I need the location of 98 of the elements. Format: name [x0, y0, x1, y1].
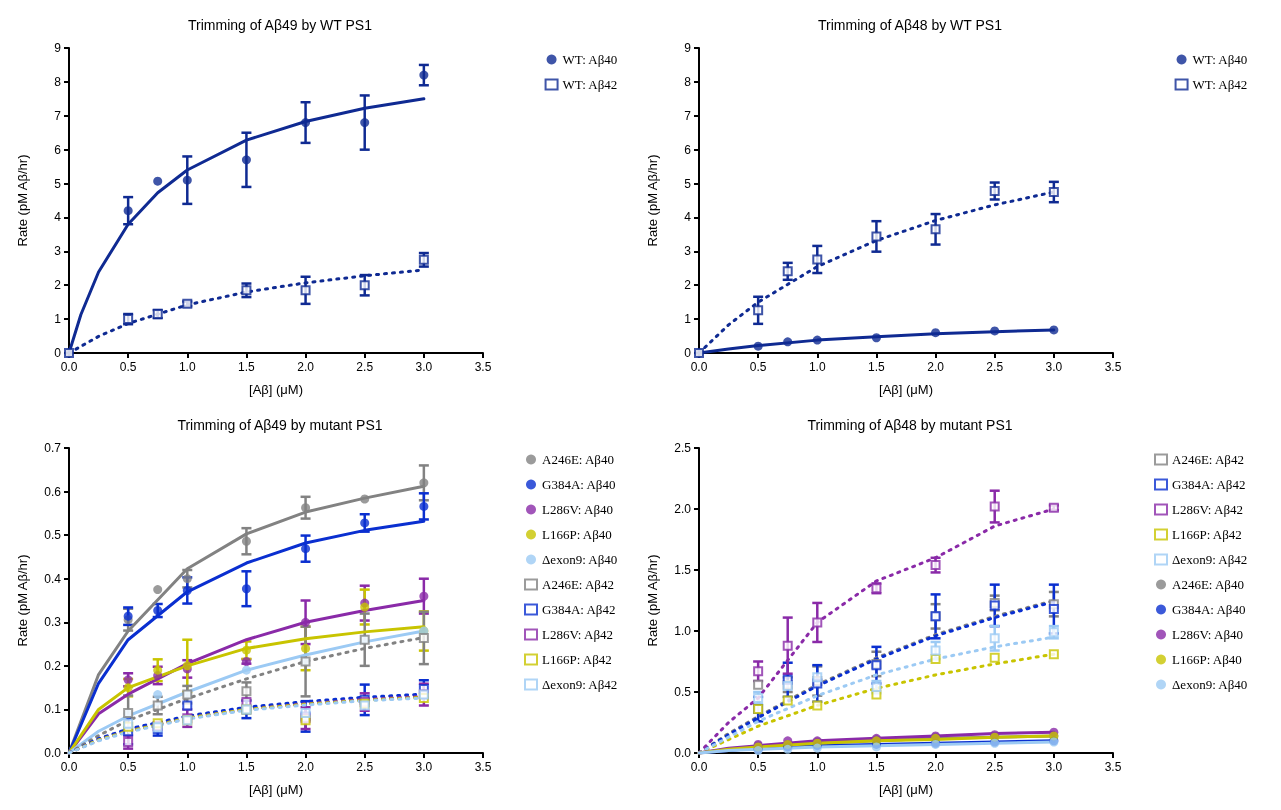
x-tick-label: 1.0 [808, 760, 826, 774]
legend-label: L286V: Aβ40 [542, 502, 614, 517]
legend-label: G384A: Aβ42 [1172, 477, 1246, 492]
legend-label: WT: Aβ40 [562, 52, 618, 67]
y-tick-label: 5 [684, 176, 692, 191]
legend-label: Δexon9: Aβ40 [1172, 677, 1248, 692]
x-tick-label: 0.5 [749, 360, 767, 374]
y-tick-label: 8 [54, 74, 62, 89]
y-tick-label: 0.5 [674, 685, 692, 699]
x-tick-label: 2.0 [297, 360, 315, 374]
y-tick-label: 2.0 [674, 502, 692, 516]
x-axis-title: [Aβ] (μM) [249, 382, 303, 397]
x-tick-label: 1.0 [808, 360, 826, 374]
chart-title: Trimming of Aβ48 by mutant PS1 [807, 417, 1013, 433]
y-tick-label: 6 [54, 142, 62, 157]
x-tick-label: 1.5 [868, 360, 886, 374]
x-tick-label: 3.0 [415, 760, 433, 774]
chart-title: Trimming of Aβ48 by WT PS1 [818, 17, 1003, 33]
y-tick-label: 0.0 [44, 746, 62, 760]
x-tick-label: 0.5 [119, 760, 137, 774]
y-tick-label: 1 [54, 312, 62, 327]
legend-label: WT: Aβ42 [562, 77, 618, 92]
y-tick-label: 9 [54, 41, 62, 55]
y-tick-label: 0.1 [44, 702, 62, 717]
y-tick-label: 2.5 [674, 441, 692, 455]
x-tick-label: 3.0 [415, 360, 433, 374]
y-tick-label: 9 [684, 41, 692, 55]
y-tick-label: 2 [54, 278, 62, 293]
y-tick-label: 4 [54, 210, 62, 225]
y-tick-label: 3 [684, 244, 692, 259]
x-tick-label: 3.5 [1104, 360, 1122, 374]
x-tick-label: 3.0 [1045, 360, 1063, 374]
y-tick-label: 0.5 [44, 528, 62, 543]
x-tick-label: 1.0 [178, 760, 196, 774]
x-tick-label: 1.0 [178, 360, 196, 374]
legend-label: Δexon9: Aβ42 [542, 677, 618, 692]
x-tick-label: 2.0 [927, 360, 945, 374]
legend-label: L166P: Aβ42 [542, 652, 612, 667]
y-tick-label: 1 [684, 312, 692, 327]
y-tick-label: 0.7 [44, 441, 62, 455]
legend-label: L166P: Aβ42 [1172, 527, 1242, 542]
legend-label: Δexon9: Aβ42 [1172, 552, 1248, 567]
y-tick-label: 4 [684, 210, 692, 225]
y-axis-title: Rate (pM Aβ/hr) [15, 554, 30, 647]
y-tick-label: 0 [684, 346, 692, 360]
y-tick-label: 7 [54, 108, 62, 123]
y-tick-label: 0.0 [674, 746, 692, 760]
y-tick-label: 1.0 [674, 624, 692, 638]
y-tick-label: 0 [54, 346, 62, 360]
y-axis-title: Rate (pM Aβ/hr) [645, 154, 660, 247]
legend-label: G384A: Aβ42 [542, 602, 616, 617]
legend-label: L166P: Aβ40 [1172, 652, 1242, 667]
x-tick-label: 2.0 [927, 760, 945, 774]
x-tick-label: 3.5 [1104, 760, 1122, 774]
legend-label: A246E: Aβ40 [1172, 577, 1244, 592]
x-axis-title: [Aβ] (μM) [879, 382, 933, 397]
y-tick-label: 2 [684, 278, 692, 293]
x-tick-label: 1.5 [868, 760, 886, 774]
y-tick-label: 0.4 [44, 571, 62, 586]
x-tick-label: 3.5 [474, 760, 492, 774]
x-tick-label: 2.0 [297, 760, 315, 774]
x-tick-label: 2.5 [986, 760, 1004, 774]
x-tick-label: 3.0 [1045, 760, 1063, 774]
legend-label: Δexon9: Aβ40 [542, 552, 618, 567]
x-tick-label: 3.5 [474, 360, 492, 374]
y-tick-label: 0.2 [44, 658, 62, 673]
chart-title: Trimming of Aβ49 by WT PS1 [188, 17, 373, 33]
legend-label: A246E: Aβ42 [542, 577, 614, 592]
x-tick-label: 0.5 [749, 760, 767, 774]
y-axis-title: Rate (pM Aβ/hr) [15, 154, 30, 247]
y-tick-label: 7 [684, 108, 692, 123]
legend-label: A246E: Aβ40 [542, 452, 614, 467]
x-tick-label: 2.5 [356, 760, 374, 774]
legend-label: G384A: Aβ40 [542, 477, 616, 492]
chart-title: Trimming of Aβ49 by mutant PS1 [177, 417, 383, 433]
legend-label: L286V: Aβ42 [542, 627, 614, 642]
x-tick-label: 2.5 [986, 360, 1004, 374]
x-tick-label: 1.5 [238, 760, 256, 774]
x-axis-title: [Aβ] (μM) [249, 782, 303, 797]
legend-label: A246E: Aβ42 [1172, 452, 1244, 467]
y-axis-title: Rate (pM Aβ/hr) [645, 554, 660, 647]
legend-label: G384A: Aβ40 [1172, 602, 1246, 617]
legend-label: L286V: Aβ42 [1172, 502, 1244, 517]
y-tick-label: 3 [54, 244, 62, 259]
y-tick-label: 8 [684, 74, 692, 89]
x-axis-title: [Aβ] (μM) [879, 782, 933, 797]
x-tick-label: 1.5 [238, 360, 256, 374]
y-tick-label: 6 [684, 142, 692, 157]
legend-label: L286V: Aβ40 [1172, 627, 1244, 642]
x-tick-label: 0.5 [119, 360, 137, 374]
legend-label: L166P: Aβ40 [542, 527, 612, 542]
x-tick-label: 2.5 [356, 360, 374, 374]
legend-label: WT: Aβ40 [1192, 52, 1248, 67]
y-tick-label: 0.6 [44, 484, 62, 499]
legend-label: WT: Aβ42 [1192, 77, 1248, 92]
y-tick-label: 0.3 [44, 615, 62, 630]
y-tick-label: 1.5 [674, 563, 692, 577]
y-tick-label: 5 [54, 176, 62, 191]
